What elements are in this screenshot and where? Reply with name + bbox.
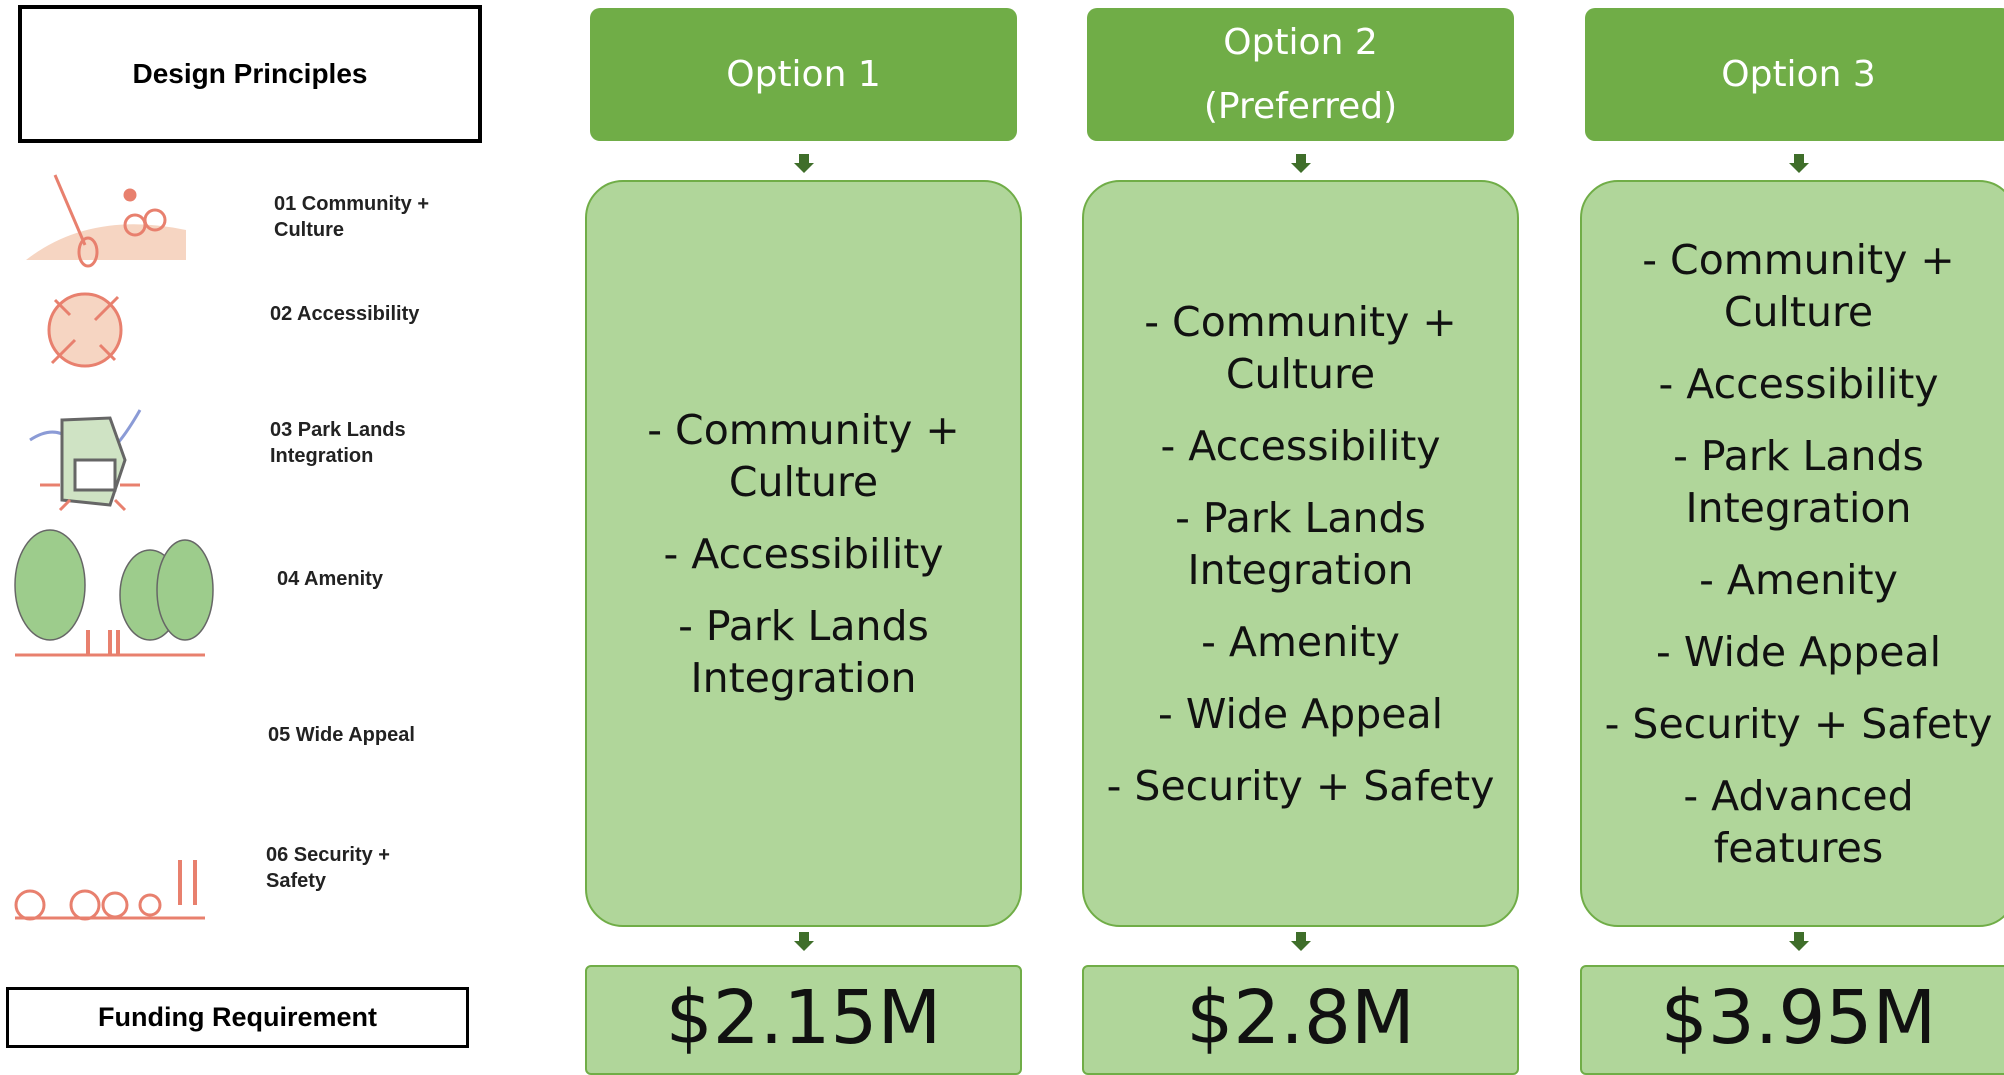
option-header: Option 1 [590, 8, 1017, 141]
arrow [793, 154, 814, 173]
option-item: - Security + Safety [1604, 699, 1993, 748]
option-subtitle: (Preferred) [1203, 85, 1398, 127]
option-title: Option 1 [726, 53, 881, 95]
funding-value: $2.8M [1082, 965, 1519, 1075]
option-title: Option 2 [1223, 21, 1378, 63]
principle-label: 01 Community + Culture [274, 193, 430, 241]
option-item: - Community + Culture [1642, 235, 1955, 336]
funding-value: $3.95M [1580, 965, 2004, 1075]
principle-label: 03 Park Lands Integration [270, 419, 406, 467]
option-item: - Community + Culture [1144, 297, 1457, 398]
option-item: - Park Lands Integration [1175, 493, 1426, 594]
option-title: Option 3 [1721, 53, 1876, 95]
principle-label: 05 Wide Appeal [268, 724, 415, 746]
arrow [1290, 154, 1311, 173]
arrow [1788, 932, 1809, 951]
principle-label: 04 Amenity [277, 568, 383, 590]
option-item: - Accessibility [1160, 421, 1441, 470]
funding-header: Funding Requirement [6, 987, 469, 1048]
option-item: - Security + Safety [1106, 761, 1495, 810]
principles-header: Design Principles [18, 5, 482, 143]
arrow [1290, 932, 1311, 951]
option-item: - Amenity [1699, 555, 1898, 604]
arrow [793, 932, 814, 951]
option-body: - Community + Culture - Accessibility - Pa… [1082, 180, 1519, 927]
option-item: - Amenity [1201, 617, 1400, 666]
principle-icons [14, 174, 214, 921]
funding-value: $2.15M [585, 965, 1022, 1075]
principle-label: 02 Accessibility [270, 303, 420, 325]
option-item: - Community + Culture [647, 405, 960, 506]
option-item: - Accessibility [1658, 359, 1939, 408]
option-item: - Wide Appeal [1656, 627, 1941, 676]
option-item: - Wide Appeal [1158, 689, 1443, 738]
arrow [1788, 154, 1809, 173]
option-body: - Community + Culture - Accessibility - Pa… [1580, 180, 2004, 927]
principle-label: 06 Security + Safety [266, 844, 390, 892]
option-item: - Accessibility [663, 529, 944, 578]
option-item: - Park Lands Integration [678, 601, 929, 702]
option-body: - Community + Culture - Accessibility - Pa… [585, 180, 1022, 927]
option-item: - Advanced features [1683, 771, 1914, 872]
option-header: Option 2 (Preferred) [1087, 8, 1514, 141]
option-item: - Park Lands Integration [1673, 431, 1924, 532]
option-header: Option 3 [1585, 8, 2004, 141]
